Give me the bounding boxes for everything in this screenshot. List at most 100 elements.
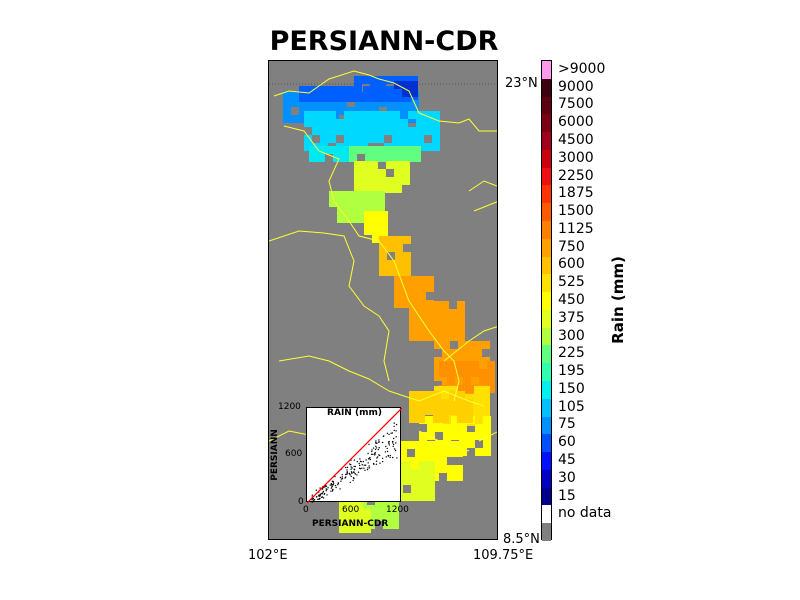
rain-cell bbox=[449, 399, 457, 407]
rain-cell bbox=[381, 146, 389, 154]
scatter-point bbox=[333, 481, 334, 482]
rain-cell bbox=[299, 94, 307, 102]
rain-cell bbox=[400, 119, 408, 127]
colorbar-label: 300 bbox=[558, 329, 585, 343]
rain-cell bbox=[344, 119, 352, 127]
rain-cell bbox=[409, 317, 417, 325]
rain-cell bbox=[465, 415, 473, 423]
scatter-point bbox=[396, 457, 397, 458]
rain-cell bbox=[363, 509, 371, 517]
scatter-point bbox=[359, 465, 360, 466]
scatter-point bbox=[333, 484, 334, 485]
rain-cell bbox=[416, 119, 424, 127]
rain-cell bbox=[457, 317, 465, 325]
scatter-point bbox=[356, 474, 357, 475]
inset-title: RAIN (mm) bbox=[307, 408, 402, 418]
rain-cell bbox=[400, 127, 408, 135]
lon-min-label: 102°E bbox=[248, 548, 288, 563]
rain-cell bbox=[372, 227, 380, 235]
rain-cell bbox=[432, 135, 440, 143]
rain-cell bbox=[368, 119, 376, 127]
rain-cell bbox=[339, 86, 347, 94]
rain-cell bbox=[457, 309, 465, 317]
scatter-point bbox=[388, 441, 389, 442]
rain-cell bbox=[402, 161, 410, 169]
scatter-point bbox=[331, 486, 332, 487]
rain-cell bbox=[378, 92, 386, 100]
scatter-point bbox=[395, 450, 396, 451]
scatter-point bbox=[392, 441, 393, 442]
colorbar-segment bbox=[542, 114, 551, 132]
rain-cell bbox=[347, 86, 355, 94]
rain-cell bbox=[439, 369, 447, 377]
rain-cell bbox=[441, 415, 449, 423]
colorbar-label: 525 bbox=[558, 275, 585, 289]
scatter-point bbox=[351, 467, 352, 468]
rain-cell bbox=[415, 441, 423, 449]
rain-cell bbox=[336, 119, 344, 127]
rain-cell bbox=[433, 301, 441, 309]
colorbar-segment bbox=[542, 470, 551, 488]
scatter-point bbox=[338, 483, 339, 484]
rain-cell bbox=[475, 432, 483, 440]
rain-cell bbox=[419, 493, 427, 501]
scatter-point bbox=[374, 454, 375, 455]
scatter-point bbox=[319, 495, 320, 496]
rain-cell bbox=[432, 143, 440, 151]
rain-cell bbox=[409, 309, 417, 317]
rain-cell bbox=[344, 127, 352, 135]
scatter-point bbox=[376, 461, 377, 462]
rain-cell bbox=[419, 461, 427, 469]
colorbar-segment bbox=[542, 203, 551, 221]
scatter-point bbox=[385, 446, 386, 447]
rain-cell bbox=[381, 154, 389, 162]
scatter-point bbox=[339, 488, 340, 489]
scatter-point bbox=[357, 461, 358, 462]
scatter-point bbox=[326, 489, 327, 490]
rain-cell bbox=[416, 135, 424, 143]
rain-cell bbox=[427, 485, 435, 493]
rain-cell bbox=[320, 135, 328, 143]
rain-cell bbox=[331, 86, 339, 94]
rain-cell bbox=[409, 333, 417, 341]
rain-cell bbox=[312, 111, 320, 119]
scatter-point bbox=[375, 446, 376, 447]
rain-cell bbox=[347, 94, 355, 102]
rain-cell bbox=[368, 135, 376, 143]
rain-cell bbox=[354, 84, 362, 92]
colorbar-segment bbox=[542, 61, 551, 79]
rain-cell bbox=[443, 432, 451, 440]
scatter-point bbox=[346, 469, 347, 470]
rain-cell bbox=[389, 154, 397, 162]
rain-cell bbox=[487, 361, 495, 369]
rain-cell bbox=[433, 407, 441, 415]
colorbar-segment bbox=[542, 505, 551, 523]
lat-min-label: 8.5°N bbox=[503, 532, 540, 547]
scatter-point bbox=[335, 485, 336, 486]
rain-cell bbox=[394, 300, 402, 308]
colorbar-segment bbox=[542, 488, 551, 506]
rain-cell bbox=[451, 424, 459, 432]
scatter-point bbox=[393, 426, 394, 427]
scatter-point bbox=[322, 496, 323, 497]
colorbar-label: 60 bbox=[558, 435, 576, 449]
scatter-point bbox=[376, 464, 377, 465]
scatter-point bbox=[378, 454, 379, 455]
rain-cell bbox=[315, 94, 323, 102]
colorbar-label: >9000 bbox=[558, 62, 605, 76]
colorbar-segment bbox=[542, 257, 551, 275]
rain-cell bbox=[483, 440, 491, 448]
rain-cell bbox=[432, 127, 440, 135]
rain-cell bbox=[474, 394, 482, 402]
rain-cell bbox=[395, 252, 403, 260]
scatter-point bbox=[378, 449, 379, 450]
colorbar-segment bbox=[542, 345, 551, 363]
rain-cell bbox=[432, 111, 440, 119]
rain-cell bbox=[463, 369, 471, 377]
scatter-inset: RAIN (mm) bbox=[306, 407, 401, 502]
rain-cell bbox=[441, 333, 449, 341]
rain-cell bbox=[425, 317, 433, 325]
rain-cell bbox=[387, 244, 395, 252]
colorbar-label: 1125 bbox=[558, 222, 594, 236]
rain-cell bbox=[409, 407, 417, 415]
